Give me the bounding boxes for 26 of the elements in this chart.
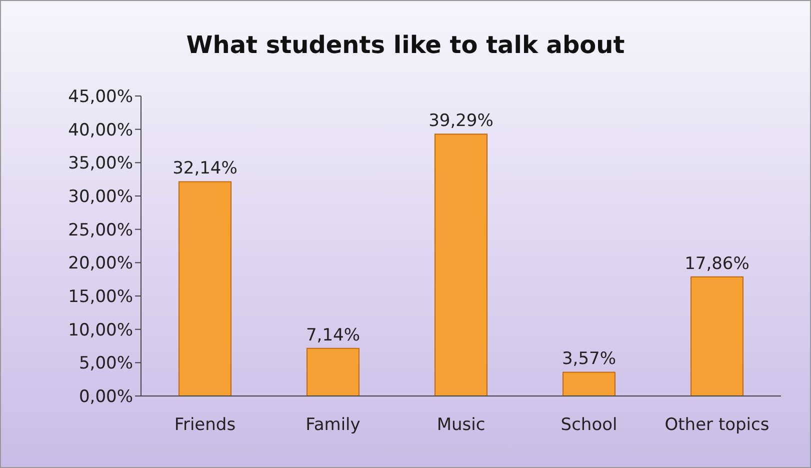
x-tick-label: Friends (174, 415, 236, 436)
y-tick-label: 35,00% (68, 154, 133, 174)
bar (434, 134, 488, 396)
data-label: 39,29% (428, 111, 494, 132)
bar (562, 372, 616, 396)
bar (690, 276, 744, 396)
y-tick-label: 15,00% (68, 287, 133, 308)
chart-title: What students like to talk about (185, 31, 626, 59)
y-tick-label: 5,00% (78, 354, 133, 374)
data-label: 7,14% (306, 325, 360, 346)
y-tick-label: 30,00% (68, 187, 133, 208)
data-label: 3,57% (562, 349, 616, 370)
data-label: 17,86% (684, 254, 750, 274)
y-tick-label: 0,00% (78, 387, 133, 408)
y-tick-label: 10,00% (68, 320, 133, 340)
y-tick-label: 20,00% (68, 254, 133, 274)
x-tick-label: Music (436, 415, 486, 436)
y-tick-label: 25,00% (68, 220, 133, 240)
x-tick-label: School (560, 415, 618, 436)
bar (178, 181, 232, 396)
data-label: 32,14% (172, 158, 238, 179)
y-tick-label: 40,00% (68, 120, 133, 140)
x-tick-label: Family (306, 415, 360, 436)
y-tick-label: 45,00% (68, 87, 133, 108)
bar (306, 348, 360, 396)
x-tick-label: Other topics (664, 415, 770, 436)
